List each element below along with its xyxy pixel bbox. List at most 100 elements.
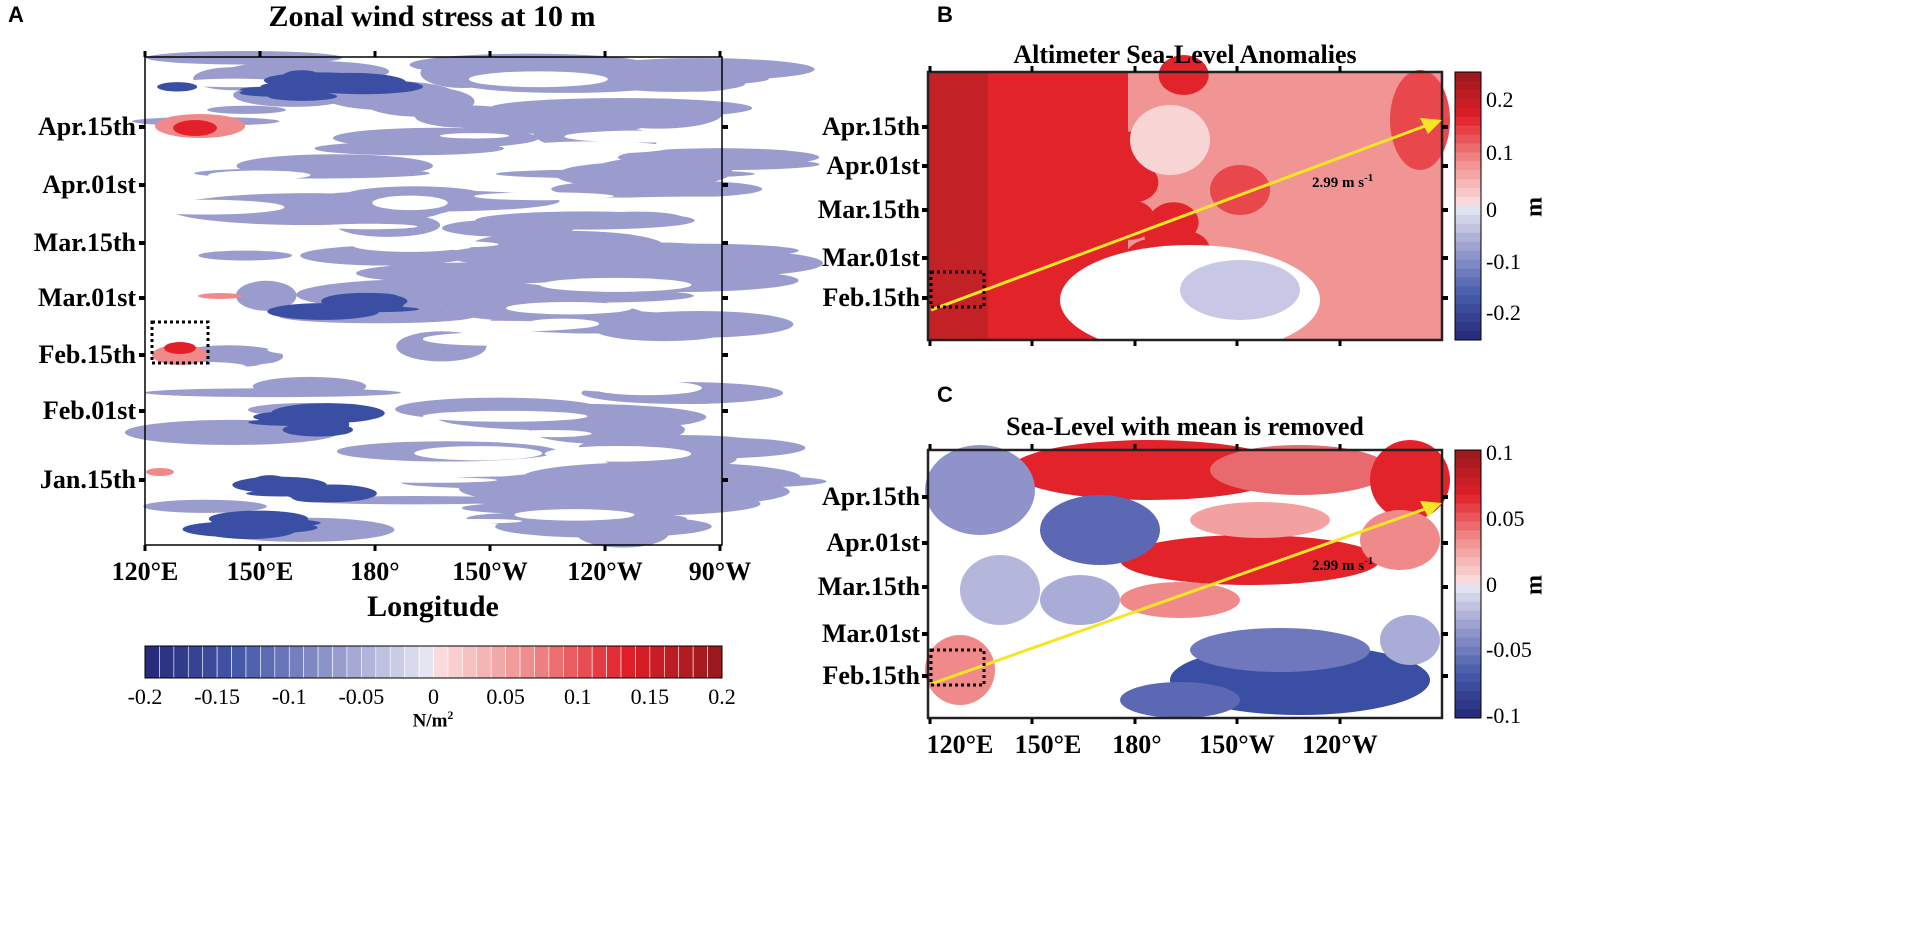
heatmap-a-cell [235, 280, 297, 311]
heatmap-a-cell [609, 448, 679, 460]
colorbar-b-segment [1455, 107, 1481, 118]
heatmap-c-cell [925, 445, 1035, 535]
colorbar-b-segment [1455, 188, 1481, 198]
colorbar-a-segment [462, 645, 478, 679]
colorbar-a-segment [447, 645, 463, 679]
arrow-head-c [1420, 501, 1442, 517]
colorbar-b-segment [1455, 250, 1481, 261]
heatmap-a-cell [124, 419, 340, 446]
colorbar-a-tick: 0.1 [564, 684, 592, 709]
colorbar-a-segment [620, 645, 636, 679]
xtick-label-c: 180° [1112, 730, 1162, 759]
colorbar-b-label: m [1521, 197, 1548, 217]
colorbar-a-segment [678, 645, 694, 679]
colorbar-b-segment [1455, 259, 1481, 270]
colorbar-c-segment [1455, 584, 1481, 594]
colorbar-c-segment [1455, 557, 1481, 567]
colorbar-c-segment [1455, 619, 1481, 630]
heatmap-a-cell [423, 111, 498, 122]
colorbar-c-segment [1455, 450, 1481, 460]
colorbar-c-segment [1455, 610, 1481, 621]
colorbar-b-segment [1455, 134, 1481, 144]
heatmap-b-cell [1108, 162, 1159, 203]
heatmap-a-positive-anomaly [164, 342, 196, 354]
colorbar-b-segment [1455, 143, 1481, 153]
colorbar-b-segment [1455, 197, 1481, 207]
ytick-label-b: Feb.15th [822, 283, 921, 312]
colorbar-a-frame [144, 645, 723, 679]
heatmap-a-cell [198, 250, 293, 261]
heatmap-a-cell [252, 376, 367, 396]
colorbar-c-segment [1455, 512, 1481, 522]
colorbar-b-segment [1455, 89, 1481, 100]
ytick-label-a: Feb.01st [42, 396, 136, 425]
colorbar-a-segment [649, 645, 665, 679]
heatmap-a-cell [475, 211, 695, 230]
ytick-label-c: Mar.01st [822, 619, 920, 648]
heatmap-a-cell [573, 385, 693, 393]
ytick-label-c: Mar.15th [817, 572, 920, 601]
heatmap-c-cell [1010, 440, 1290, 500]
heatmap-c-cell [1380, 615, 1440, 665]
heatmap-a-cell [361, 477, 497, 483]
heatmap-a-cell [256, 360, 419, 373]
colorbar-c-segment [1455, 691, 1481, 701]
colorbar-a-unit: N/m [412, 710, 448, 732]
colorbar-a-unit-exp: 2 [447, 708, 454, 722]
heatmap-c-cell [1210, 445, 1390, 495]
heatmap-a-cell [131, 201, 258, 211]
colorbar-b-segment [1455, 214, 1481, 225]
colorbar-b-segment [1455, 313, 1481, 323]
colorbar-a-segment [317, 645, 333, 679]
heatmap-a-cell [164, 152, 266, 160]
chart-b-title: Altimeter Sea-Level Anomalies [1013, 40, 1357, 69]
heatmap-a-cell [525, 318, 600, 329]
colorbar-b-tick: 0.1 [1486, 140, 1514, 165]
colorbar-c-frame [1454, 449, 1482, 719]
plot-a-frame [144, 56, 723, 546]
heatmap-a-cell [540, 277, 692, 292]
colorbar-a-segment [534, 645, 550, 679]
xtick-label-a: 90°W [688, 557, 752, 586]
colorbar-c-segment [1455, 539, 1481, 549]
heatmap-a-cell [282, 422, 353, 437]
colorbar-a-segment [418, 645, 434, 679]
heatmap-a-cell [211, 471, 366, 480]
colorbar-c-segment [1455, 575, 1481, 585]
heatmap-a-cell [554, 371, 732, 380]
heatmap-a-cell [457, 331, 560, 337]
colorbar-c-segment [1455, 655, 1481, 665]
colorbar-b-segment [1455, 331, 1481, 341]
heatmap-a-cell [291, 492, 338, 503]
xtick-label-a: 150°W [452, 557, 528, 586]
colorbar-a-segment [375, 645, 391, 679]
colorbar-c-segment [1455, 673, 1481, 683]
heatmap-b-cell [1210, 165, 1270, 215]
colorbar-c-label: m [1521, 575, 1548, 595]
heatmap-a-cell [510, 430, 592, 438]
colorbar-a-tick: -0.15 [194, 684, 241, 709]
colorbar-b-segment [1455, 72, 1481, 82]
colorbar-b-segment [1455, 223, 1481, 234]
xtick-label-a: 180° [350, 557, 400, 586]
colorbar-a-segment [692, 645, 708, 679]
colorbar-c-segment [1455, 601, 1481, 612]
colorbar-a-segment [505, 645, 521, 679]
colorbar-a-segment [216, 645, 232, 679]
colorbar-a-segment [404, 645, 420, 679]
ytick-label-b: Mar.01st [822, 243, 920, 272]
colorbar-c-segment [1455, 628, 1481, 639]
colorbar-b-segment [1455, 286, 1481, 296]
colorbar-b-segment [1455, 116, 1481, 127]
heatmap-a-cell [474, 192, 614, 201]
colorbar-a-segment [389, 645, 405, 679]
colorbar-c-segment [1455, 637, 1481, 648]
heatmap-a-cell [495, 515, 712, 538]
heatmap-a-cell [409, 53, 649, 76]
colorbar-a-tick: 0.15 [630, 684, 670, 709]
colorbar-b-segment [1455, 80, 1481, 91]
ytick-label-b: Mar.15th [817, 195, 920, 224]
heatmap-c-cell [1040, 495, 1160, 565]
colorbar-c-tick: -0.1 [1486, 703, 1521, 728]
heatmap-a-cell [317, 306, 420, 313]
